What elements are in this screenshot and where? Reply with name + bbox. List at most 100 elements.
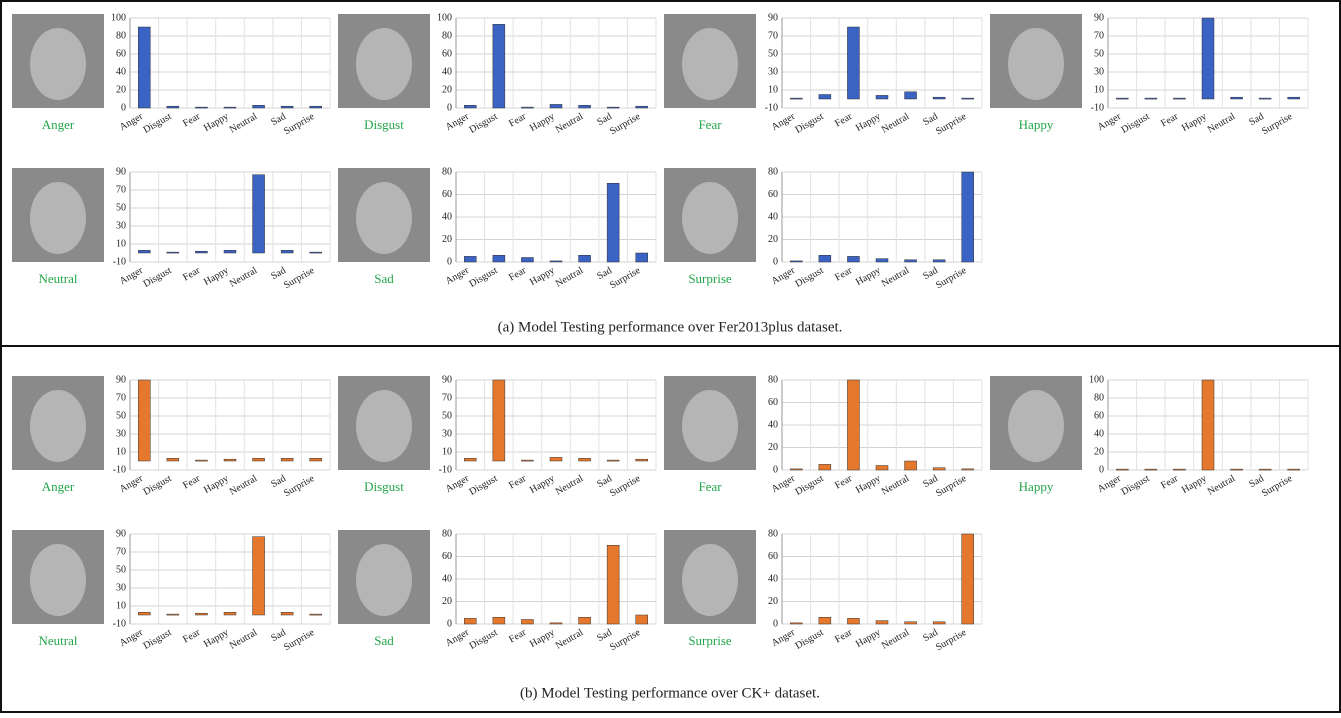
face-shape	[30, 28, 86, 100]
y-tick-label: 80	[768, 528, 778, 539]
bar	[224, 459, 236, 461]
x-tick-label: Happy	[528, 473, 557, 496]
bar	[1259, 469, 1271, 470]
bar	[138, 27, 150, 108]
bar	[1173, 469, 1185, 470]
x-tick-label: Neutral	[1206, 473, 1238, 498]
y-tick-label: 40	[768, 211, 778, 222]
y-tick-label: 50	[116, 410, 126, 421]
face-label: Surprise	[688, 633, 732, 648]
caption: (b) Model Testing performance over CK+ d…	[520, 685, 820, 701]
face-label: Fear	[698, 117, 722, 132]
x-tick-label: Disgust	[142, 473, 174, 498]
bar	[819, 255, 831, 262]
x-tick-label: Happy	[1180, 111, 1209, 134]
y-tick-label: 60	[768, 397, 778, 408]
x-tick-label: Surprise	[934, 473, 969, 499]
x-tick-label: Neutral	[554, 627, 586, 652]
y-tick-label: 20	[768, 442, 778, 453]
y-tick-label: 30	[442, 428, 452, 439]
y-tick-label: 40	[442, 66, 452, 77]
x-tick-label: Disgust	[142, 265, 174, 290]
face-label: Neutral	[39, 271, 78, 286]
bar	[138, 612, 150, 615]
bar	[962, 534, 974, 624]
bar	[167, 614, 179, 615]
bar	[224, 612, 236, 615]
x-tick-label: Disgust	[142, 627, 174, 652]
face-label: Happy	[1019, 117, 1054, 132]
y-tick-label: 10	[768, 84, 778, 95]
bar	[847, 27, 859, 99]
face-shape	[30, 390, 86, 462]
bar	[521, 258, 533, 263]
x-tick-label: Surprise	[934, 265, 969, 291]
bar	[607, 183, 619, 262]
y-tick-label: -10	[113, 256, 126, 267]
y-tick-label: 30	[116, 220, 126, 231]
face-shape	[682, 544, 738, 616]
x-tick-label: Anger	[118, 627, 146, 649]
y-tick-label: 10	[116, 600, 126, 611]
face-label: Sad	[374, 271, 394, 286]
face-shape	[30, 544, 86, 616]
x-tick-label: Anger	[118, 473, 146, 495]
bar	[1202, 380, 1214, 470]
bar	[636, 459, 648, 461]
x-tick-label: Surprise	[1260, 473, 1295, 499]
face-label: Anger	[42, 117, 75, 132]
x-tick-label: Fear	[1159, 473, 1180, 492]
bar	[962, 98, 974, 99]
bar	[579, 458, 591, 461]
y-tick-label: 0	[121, 102, 126, 113]
x-tick-label: Surprise	[608, 627, 643, 653]
y-tick-label: 30	[116, 428, 126, 439]
x-tick-label: Happy	[202, 473, 231, 496]
bar	[493, 24, 505, 108]
x-tick-label: Disgust	[468, 111, 500, 136]
x-tick-label: Disgust	[794, 265, 826, 290]
bar	[1173, 98, 1185, 99]
x-tick-label: Happy	[202, 111, 231, 134]
x-tick-label: Neutral	[554, 111, 586, 136]
y-tick-label: 90	[116, 528, 126, 539]
y-tick-label: 0	[773, 464, 778, 475]
x-tick-label: Surprise	[934, 627, 969, 653]
y-tick-label: -10	[113, 464, 126, 475]
bar	[195, 251, 207, 253]
y-tick-label: 10	[116, 238, 126, 249]
bar	[847, 380, 859, 470]
x-tick-label: Surprise	[282, 265, 317, 291]
bar	[138, 380, 150, 461]
x-tick-label: Happy	[528, 265, 557, 288]
y-tick-label: 10	[116, 446, 126, 457]
x-tick-label: Neutral	[880, 111, 912, 136]
bar	[138, 250, 150, 253]
bar	[167, 252, 179, 253]
bar	[962, 172, 974, 262]
face-label: Disgust	[364, 117, 404, 132]
x-tick-label: Anger	[770, 265, 798, 287]
bar	[905, 622, 917, 624]
x-tick-label: Disgust	[468, 265, 500, 290]
y-tick-label: 60	[442, 551, 452, 562]
bar	[253, 105, 265, 108]
y-tick-label: 90	[116, 374, 126, 385]
bar	[790, 261, 802, 262]
x-tick-label: Anger	[770, 111, 798, 133]
x-tick-label: Surprise	[608, 473, 643, 499]
y-tick-label: 50	[442, 410, 452, 421]
bar	[579, 617, 591, 624]
x-tick-label: Disgust	[794, 111, 826, 136]
face-shape	[1008, 28, 1064, 100]
x-tick-label: Fear	[507, 111, 528, 130]
x-tick-label: Happy	[202, 265, 231, 288]
y-tick-label: 60	[442, 48, 452, 59]
x-tick-label: Anger	[118, 111, 146, 133]
x-tick-label: Anger	[444, 473, 472, 495]
bar	[1145, 469, 1157, 470]
x-tick-label: Anger	[444, 265, 472, 287]
x-tick-label: Anger	[118, 265, 146, 287]
bar	[195, 460, 207, 461]
bar	[521, 460, 533, 461]
